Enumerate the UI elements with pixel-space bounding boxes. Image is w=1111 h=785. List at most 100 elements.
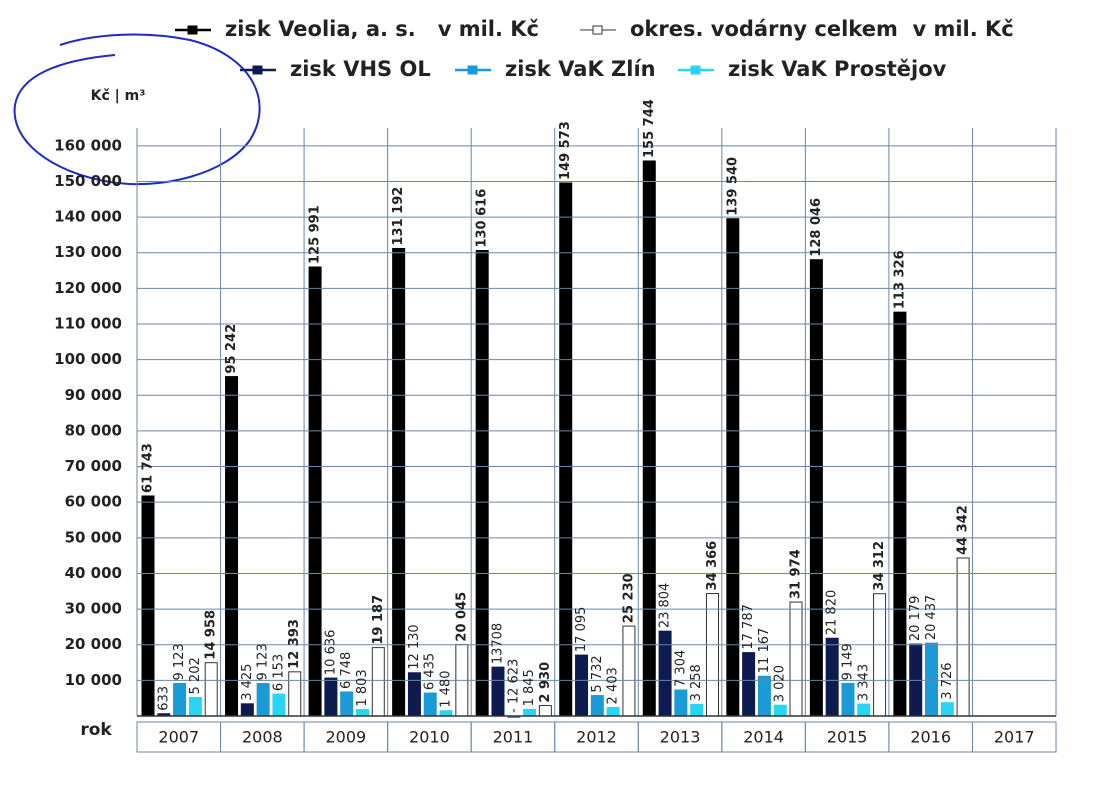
value-label: 6 435 bbox=[423, 653, 438, 690]
bar bbox=[940, 702, 954, 717]
bar bbox=[893, 311, 907, 717]
x-tick-label: 2017 bbox=[994, 728, 1035, 747]
bar bbox=[606, 706, 620, 717]
value-label: 3 425 bbox=[240, 664, 255, 701]
bar bbox=[658, 630, 672, 717]
legend-label: okres. vodárny celkem v mil. Kč bbox=[630, 17, 1014, 41]
y-tick-label: 50 000 bbox=[65, 528, 122, 546]
y-tick-label: 140 000 bbox=[54, 208, 122, 226]
bar bbox=[925, 642, 939, 717]
legend-label: zisk VHS OL bbox=[290, 57, 431, 81]
bar bbox=[642, 160, 656, 717]
value-label: 6 153 bbox=[271, 654, 286, 691]
bar bbox=[674, 689, 688, 717]
bar bbox=[575, 654, 589, 717]
x-tick-label: 2010 bbox=[409, 728, 450, 747]
bar bbox=[423, 692, 437, 717]
bar bbox=[204, 662, 218, 717]
value-label: 9 123 bbox=[256, 643, 271, 680]
value-label: 44 342 bbox=[956, 505, 971, 555]
legend-marker bbox=[690, 65, 701, 75]
value-label: 2 930 bbox=[538, 662, 553, 703]
legend-label: zisk Veolia, a. s. v mil. Kč bbox=[225, 17, 539, 41]
y-tick-label: 60 000 bbox=[65, 493, 122, 511]
value-label: 11 167 bbox=[757, 628, 772, 674]
bar bbox=[475, 250, 489, 717]
bar bbox=[825, 637, 839, 717]
bar bbox=[288, 671, 302, 717]
bar bbox=[272, 693, 286, 717]
value-label: 131 192 bbox=[391, 187, 406, 246]
value-label: 19 187 bbox=[371, 595, 386, 645]
value-label: 113 326 bbox=[892, 250, 907, 309]
value-label: 17 787 bbox=[741, 604, 756, 650]
legend-label: zisk VaK Prostějov bbox=[728, 57, 947, 81]
bar bbox=[857, 703, 871, 717]
bar bbox=[841, 682, 855, 717]
bar bbox=[789, 601, 803, 717]
value-label: - 12 623 bbox=[506, 659, 521, 713]
value-label: 95 242 bbox=[224, 324, 239, 374]
value-label: 139 540 bbox=[725, 157, 740, 216]
value-label: 13708 bbox=[490, 623, 505, 664]
bar bbox=[809, 259, 823, 717]
value-label: 125 991 bbox=[308, 205, 323, 264]
value-label: 633 bbox=[156, 686, 171, 711]
value-label: 1 480 bbox=[439, 671, 454, 708]
hand-drawn-circle bbox=[13, 33, 261, 186]
value-label: 23 804 bbox=[658, 583, 673, 629]
x-tick-label: 2007 bbox=[158, 728, 199, 747]
bar bbox=[622, 625, 636, 717]
y-axis-label: Kč | m³ bbox=[91, 88, 146, 104]
plot-area bbox=[141, 160, 970, 718]
y-tick-label: 90 000 bbox=[65, 386, 122, 404]
bar bbox=[256, 682, 270, 717]
bar bbox=[407, 672, 421, 717]
x-tick-label: 2012 bbox=[576, 728, 617, 747]
x-tick-label: 2013 bbox=[660, 728, 701, 747]
y-tick-label: 150 000 bbox=[54, 172, 122, 190]
value-label: 14 958 bbox=[204, 610, 219, 660]
x-tick-label: 2011 bbox=[493, 728, 534, 747]
bar bbox=[523, 708, 537, 717]
bar bbox=[559, 182, 573, 717]
bar bbox=[308, 266, 322, 717]
bar bbox=[590, 695, 604, 717]
bar bbox=[240, 703, 254, 717]
bar bbox=[340, 691, 354, 717]
y-tick-label: 10 000 bbox=[65, 671, 122, 689]
y-tick-label: 100 000 bbox=[54, 350, 122, 368]
legend-marker bbox=[592, 25, 603, 35]
bar bbox=[538, 705, 552, 717]
bar bbox=[225, 376, 239, 717]
value-label: 7 304 bbox=[673, 650, 688, 687]
bar bbox=[392, 247, 406, 717]
bar bbox=[173, 682, 187, 717]
y-tick-label: 160 000 bbox=[54, 136, 122, 154]
legend-marker bbox=[252, 65, 263, 75]
legend-label: zisk VaK Zlín bbox=[505, 57, 656, 81]
legend-marker bbox=[467, 65, 478, 75]
bar bbox=[773, 704, 787, 717]
bar bbox=[371, 647, 385, 717]
value-label: 9 123 bbox=[172, 643, 187, 680]
value-label: 128 046 bbox=[809, 198, 824, 257]
y-tick-label: 70 000 bbox=[65, 457, 122, 475]
value-label: 1 845 bbox=[522, 669, 537, 706]
value-label: 3 020 bbox=[773, 665, 788, 702]
value-label: 5 732 bbox=[590, 655, 605, 692]
y-tick-label: 40 000 bbox=[65, 564, 122, 582]
x-axis-label: rok bbox=[80, 720, 112, 740]
value-label: 31 974 bbox=[789, 549, 804, 599]
value-label: 3 343 bbox=[856, 664, 871, 701]
bar bbox=[956, 557, 970, 717]
value-label: 17 095 bbox=[574, 607, 589, 653]
legend-marker bbox=[187, 25, 198, 35]
y-tick-label: 130 000 bbox=[54, 243, 122, 261]
x-tick-label: 2014 bbox=[743, 728, 784, 747]
value-label: 34 312 bbox=[872, 541, 887, 591]
bar bbox=[690, 703, 704, 717]
bar bbox=[757, 675, 771, 717]
value-label: 9 149 bbox=[840, 643, 855, 680]
